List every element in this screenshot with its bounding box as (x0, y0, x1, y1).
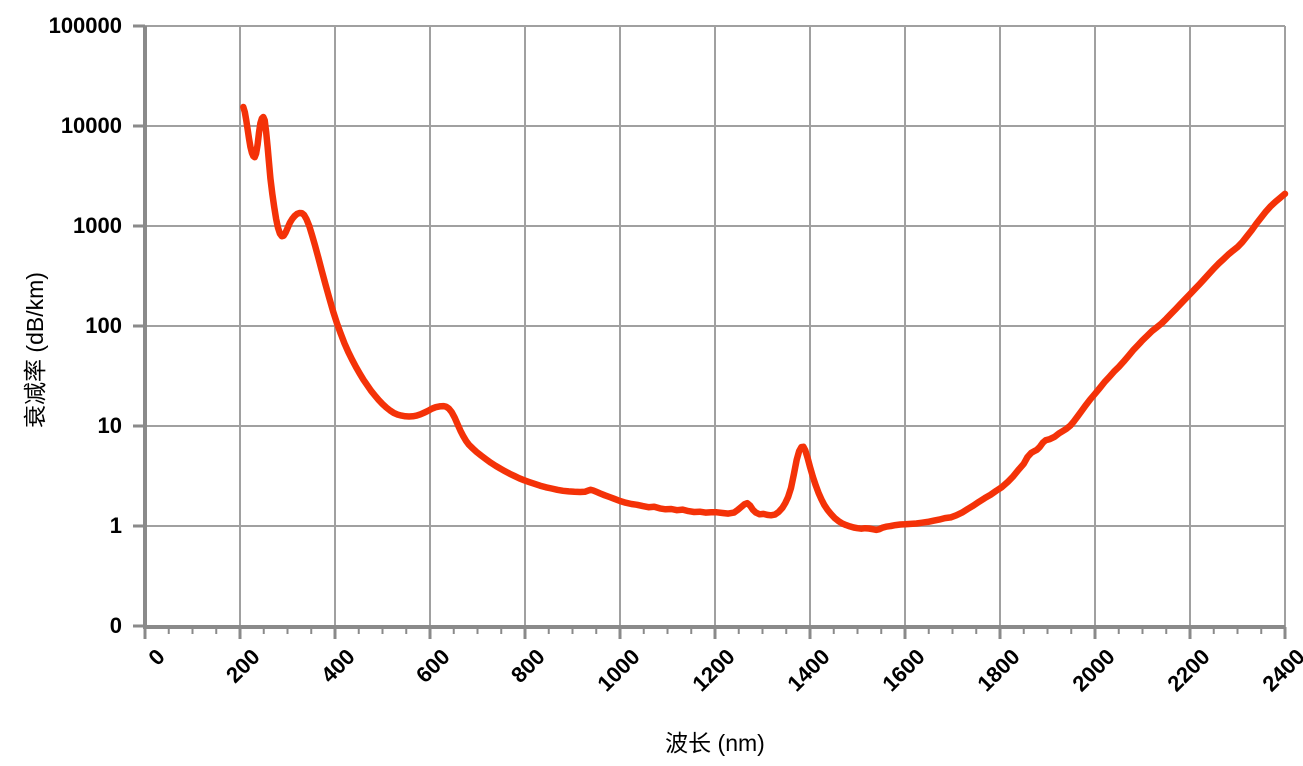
y-tick-label: 10000 (60, 113, 122, 138)
y-tick-label: 100000 (48, 13, 122, 38)
y-tick-label: 0 (109, 613, 122, 638)
x-axis-title: 波长 (nm) (665, 730, 765, 756)
y-tick-label: 10 (97, 413, 122, 438)
y-axis-title: 衰减率 (dB/km) (22, 272, 48, 428)
attenuation-curve (240, 103, 1289, 534)
y-tick-label: 1 (109, 513, 122, 538)
y-tick-label: 100 (85, 313, 122, 338)
y-tick-label: 1000 (73, 213, 122, 238)
